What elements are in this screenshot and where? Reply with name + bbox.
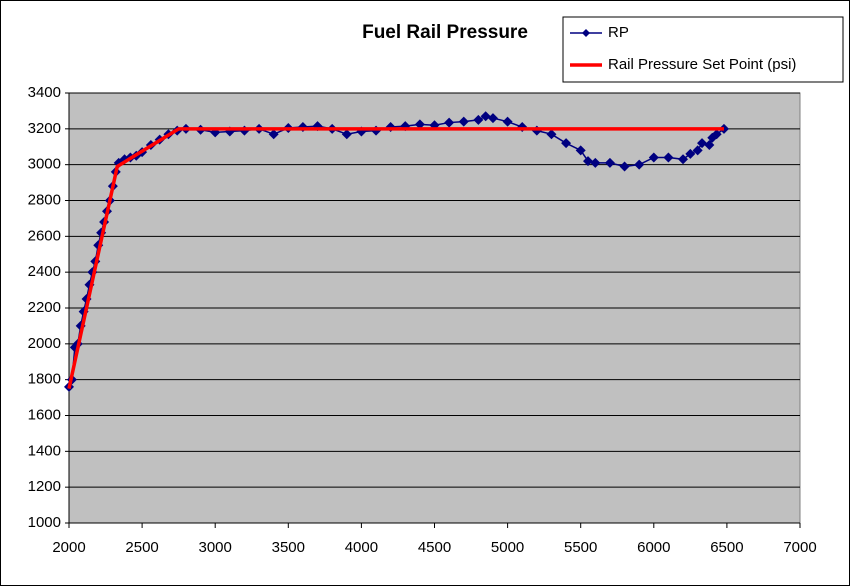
marker [356, 126, 367, 137]
marker [634, 159, 645, 170]
marker [697, 138, 708, 149]
marker [224, 126, 235, 137]
y-tick-label: 2000 [28, 335, 61, 352]
y-tick-label: 3200 [28, 120, 61, 137]
marker [414, 119, 425, 130]
x-tick-label: 3500 [272, 539, 305, 556]
y-tick-label: 1600 [28, 406, 61, 423]
legend-label: Rail Pressure Set Point (psi) [608, 56, 796, 73]
legend-label: RP [608, 24, 629, 41]
chart-title: Fuel Rail Pressure [362, 22, 528, 43]
marker [663, 152, 674, 163]
legend [562, 16, 844, 83]
x-tick-label: 4000 [345, 539, 378, 556]
marker [546, 129, 557, 140]
marker [502, 116, 513, 127]
x-tick-label: 2000 [52, 539, 85, 556]
x-tick-label: 7000 [783, 539, 816, 556]
x-tick-label: 6000 [637, 539, 670, 556]
marker [268, 129, 279, 140]
marker [604, 157, 615, 168]
x-tick-label: 2500 [125, 539, 158, 556]
marker [341, 129, 352, 140]
x-tick-label: 4500 [418, 539, 451, 556]
marker [678, 154, 689, 165]
marker [711, 129, 722, 140]
marker [704, 139, 715, 150]
marker [480, 111, 491, 122]
marker [685, 148, 696, 159]
y-tick-label: 1000 [28, 514, 61, 531]
marker [619, 161, 630, 172]
y-tick-label: 3400 [28, 84, 61, 101]
marker [590, 157, 601, 168]
marker [692, 145, 703, 156]
y-tick-label: 2800 [28, 191, 61, 208]
x-tick-label: 5500 [564, 539, 597, 556]
x-tick-label: 3000 [199, 539, 232, 556]
y-tick-label: 1400 [28, 442, 61, 459]
y-tick-label: 1800 [28, 371, 61, 388]
marker [297, 122, 308, 133]
marker [561, 138, 572, 149]
marker [444, 117, 455, 128]
marker [517, 122, 528, 133]
legend-marker [582, 29, 590, 37]
marker [385, 122, 396, 133]
marker [575, 145, 586, 156]
series-line [67, 127, 724, 389]
marker [473, 114, 484, 125]
y-tick-label: 2600 [28, 227, 61, 244]
y-tick-label: 2400 [28, 263, 61, 280]
marker [458, 116, 469, 127]
y-tick-label: 2200 [28, 299, 61, 316]
marker [583, 156, 594, 167]
y-tick-label: 3000 [28, 156, 61, 173]
marker [487, 113, 498, 124]
x-tick-label: 5000 [491, 539, 524, 556]
marker [648, 152, 659, 163]
y-tick-label: 1200 [28, 478, 61, 495]
x-tick-label: 6500 [710, 539, 743, 556]
